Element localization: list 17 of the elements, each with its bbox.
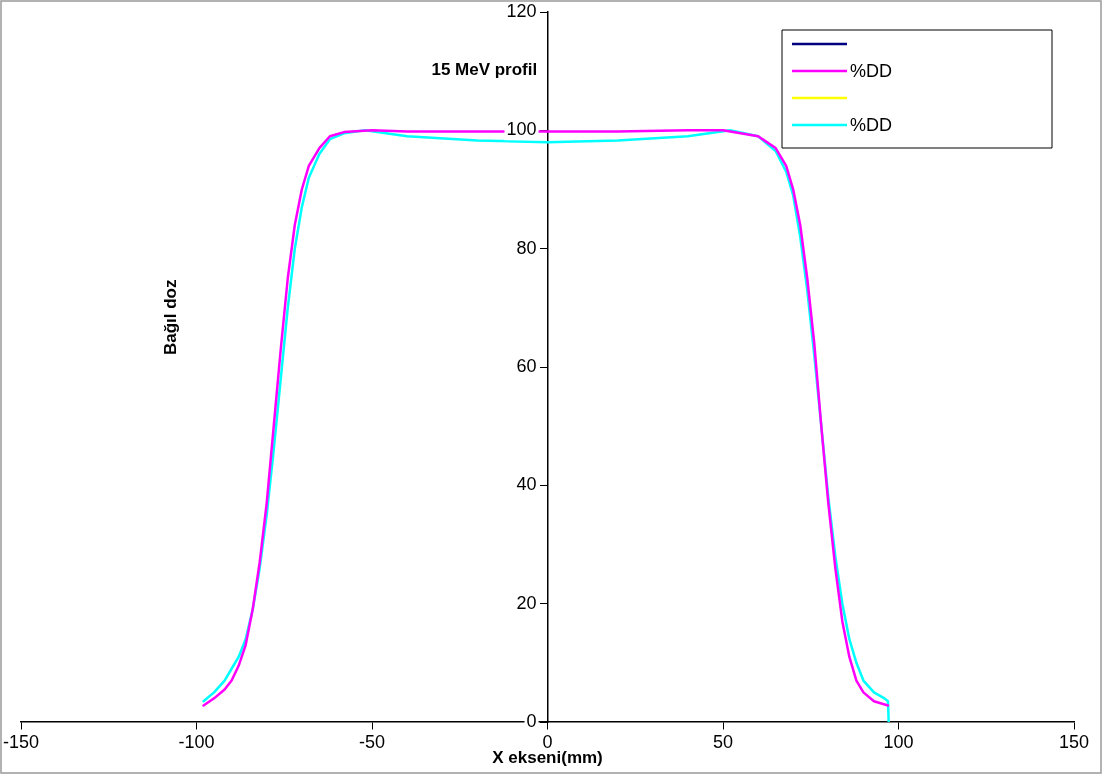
y-axis-title: Bağıl doz (161, 279, 181, 356)
x-tick-label: 150 (1058, 731, 1090, 752)
x-tick-label: -100 (178, 731, 215, 752)
x-tick-label: 100 (883, 731, 914, 752)
y-tick-label: 80 (516, 237, 537, 258)
x-tick-label: 50 (712, 731, 734, 752)
legend-label: %DD (850, 60, 893, 81)
y-tick-label: 20 (516, 592, 537, 613)
x-tick-label: -50 (359, 731, 386, 752)
y-tick-label: 40 (516, 474, 537, 495)
y-tick-label: 120 (506, 0, 537, 21)
x-tick-label: -150 (3, 731, 40, 752)
y-tick-label: 100 (506, 119, 537, 140)
y-tick-label: 60 (516, 355, 537, 376)
y-tick-label: 0 (526, 710, 537, 731)
legend-label: %DD (850, 114, 893, 135)
text: 15 MeV profil (431, 59, 538, 79)
